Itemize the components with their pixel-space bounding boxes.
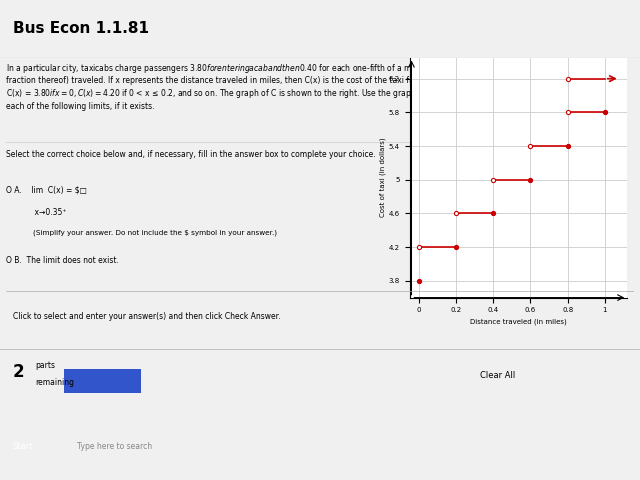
Text: remaining: remaining: [35, 378, 74, 387]
Text: In a particular city, taxicabs charge passengers $3.80 for entering a cab and th: In a particular city, taxicabs charge pa…: [6, 62, 451, 110]
Text: Click to select and enter your answer(s) and then click Check Answer.: Click to select and enter your answer(s)…: [13, 312, 280, 321]
Text: Select the correct choice below and, if necessary, fill in the answer box to com: Select the correct choice below and, if …: [6, 150, 376, 159]
Text: Type here to search: Type here to search: [77, 442, 152, 451]
Text: x→0.35⁺: x→0.35⁺: [6, 208, 67, 217]
Text: O B.  The limit does not exist.: O B. The limit does not exist.: [6, 256, 119, 265]
Y-axis label: Cost of taxi (in dollars): Cost of taxi (in dollars): [380, 138, 386, 217]
Text: Clear All: Clear All: [480, 372, 515, 380]
Text: parts: parts: [35, 361, 55, 370]
Text: Start: Start: [13, 442, 33, 451]
Text: Bus Econ 1.1.81: Bus Econ 1.1.81: [13, 21, 149, 36]
X-axis label: Distance traveled (in miles): Distance traveled (in miles): [470, 319, 567, 325]
Text: 2: 2: [13, 363, 24, 382]
Text: O A.    lim  C(x) = $□: O A. lim C(x) = $□: [6, 186, 87, 195]
FancyBboxPatch shape: [64, 369, 141, 393]
Text: (Simplify your answer. Do not include the $ symbol in your answer.): (Simplify your answer. Do not include th…: [6, 230, 277, 236]
